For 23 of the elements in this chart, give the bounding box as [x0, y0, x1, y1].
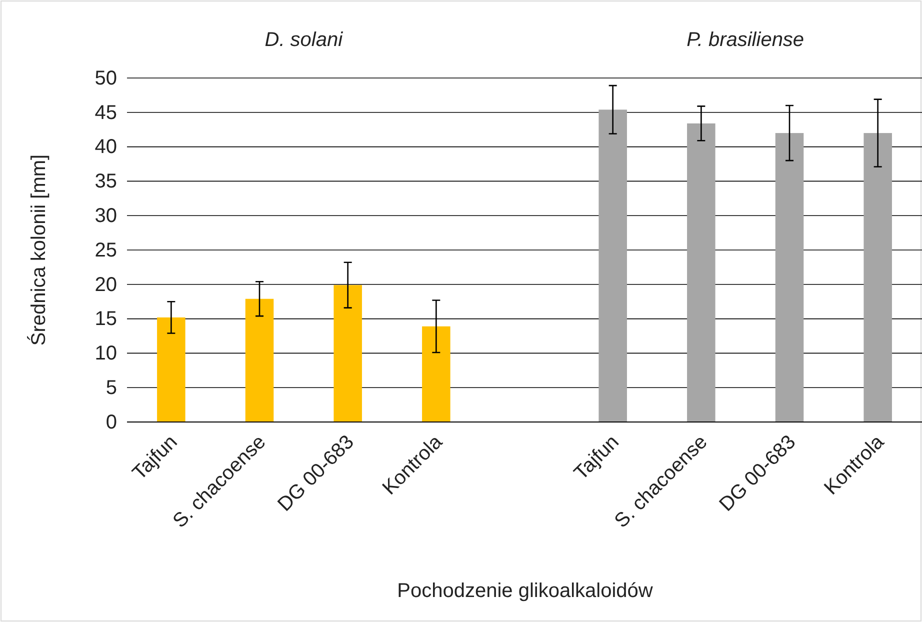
bar — [864, 133, 892, 422]
x-axis-title: Pochodzenie glikoalkaloidów — [397, 580, 654, 602]
y-tick-label: 35 — [94, 170, 117, 193]
y-tick-label: 5 — [106, 377, 117, 399]
text: D. solani — [264, 29, 344, 51]
y-tick-label: 30 — [94, 205, 117, 227]
bar — [687, 123, 716, 422]
y-tick-label: 10 — [94, 342, 117, 365]
y-tick-label: 15 — [94, 308, 117, 330]
y-tick-label: 45 — [94, 102, 117, 124]
bar — [245, 298, 274, 422]
text: P. brasiliense — [686, 29, 804, 51]
y-tick-label: 20 — [94, 274, 117, 296]
bar — [775, 133, 804, 422]
y-tick-label: 50 — [94, 67, 117, 90]
bar — [598, 110, 627, 422]
y-tick-label: 40 — [94, 136, 117, 158]
bar — [422, 326, 450, 422]
bar — [334, 285, 362, 422]
y-tick-label: 25 — [94, 239, 117, 262]
bar — [157, 317, 186, 422]
y-tick-label: 0 — [106, 411, 117, 434]
y-axis-title: Średnica kolonii [mm] — [27, 154, 50, 346]
